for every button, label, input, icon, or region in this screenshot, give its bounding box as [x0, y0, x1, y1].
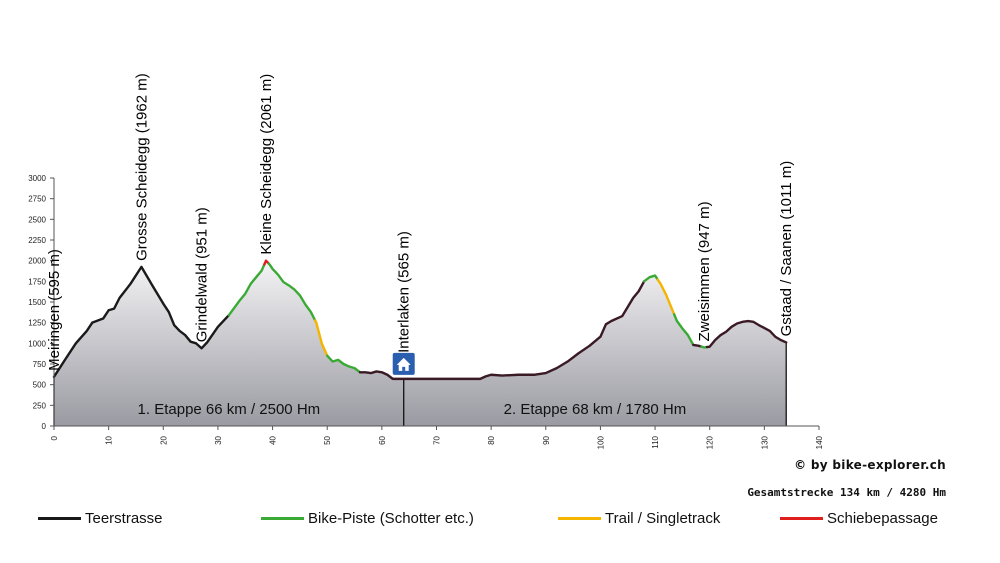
profile-line [52, 259, 788, 426]
y-tick-label: 2500 [28, 215, 46, 224]
y-tick-label: 3000 [28, 174, 46, 183]
segment-push [263, 259, 270, 266]
x-tick-label: 70 [433, 435, 442, 444]
x-tick-label: 60 [378, 435, 387, 444]
legend-item-road: Teerstrasse [38, 507, 163, 529]
y-tick-label: 1750 [28, 277, 46, 286]
x-tick-label: 120 [706, 435, 715, 449]
hotel-marker [392, 352, 415, 375]
legend-label-push: Schiebepassage [827, 509, 938, 527]
segment-road [52, 265, 231, 379]
legend-swatch-push [780, 516, 823, 520]
y-tick-label: 0 [42, 422, 47, 431]
poi-labels: Meiringen (595 m) Grosse Scheidegg (1962 … [46, 73, 795, 371]
x-tick-label: 110 [651, 435, 660, 448]
x-tick-label: 50 [323, 435, 332, 444]
x-tick-label: 140 [815, 435, 824, 449]
hotel-icon-house [396, 357, 411, 371]
profile-fill [54, 260, 787, 426]
legend-label-bike: Bike-Piste (Schotter etc.) [308, 509, 474, 527]
x-tick-label: 100 [596, 435, 605, 449]
y-tick-label: 500 [33, 381, 47, 390]
segment-bike [642, 274, 660, 283]
poi-label: Kleine Scheidegg (2061 m) [258, 74, 275, 255]
y-tick-label: 1000 [28, 339, 46, 348]
total-distance-text: Gesamtstrecke 134 km / 4280 Hm [747, 486, 946, 499]
x-tick-label: 130 [760, 435, 769, 449]
legend-swatch-bike [261, 516, 304, 520]
y-tick-label: 2250 [28, 236, 46, 245]
segment-road [358, 280, 646, 381]
y-tick-label: 750 [33, 360, 47, 369]
poi-label: Zweisimmen (947 m) [696, 201, 713, 341]
legend-item-trail: Trail / Singletrack [558, 507, 720, 529]
axes: 0250500750100012501500175020002250250027… [28, 174, 824, 449]
legend-item-bike: Bike-Piste (Schotter etc.) [261, 507, 474, 529]
hotel-icon-door [402, 366, 406, 371]
segment-bike [672, 313, 695, 347]
stage-label-2: 2. Etappe 68 km / 1780 Hm [504, 401, 687, 418]
poi-label: Grosse Scheidegg (1962 m) [133, 73, 150, 261]
poi-label: Meiringen (595 m) [46, 249, 63, 371]
x-tick-label: 0 [50, 435, 59, 440]
poi-label: Interlaken (565 m) [396, 231, 413, 353]
legend-label-road: Teerstrasse [85, 509, 163, 527]
x-tick-label: 80 [487, 435, 496, 444]
y-tick-label: 1250 [28, 319, 46, 328]
stage-label-1: 1. Etappe 66 km / 2500 Hm [138, 401, 321, 418]
segment-trail [313, 319, 329, 357]
poi-label: Gstaad / Saanen (1011 m) [778, 161, 795, 337]
legend-swatch-road [38, 516, 81, 520]
segment-bike [227, 263, 266, 317]
poi-label: Grindelwald (951 m) [194, 207, 211, 342]
x-tick-label: 90 [542, 435, 551, 444]
legend-swatch-trail [558, 516, 601, 520]
y-tick-label: 1500 [28, 298, 46, 307]
x-tick-label: 10 [105, 435, 114, 444]
stage-labels: 1. Etappe 66 km / 2500 Hm 2. Etappe 68 km… [138, 401, 687, 418]
y-tick-label: 2750 [28, 195, 46, 204]
segment-trail [656, 278, 676, 316]
x-tick-label: 40 [269, 435, 278, 444]
y-tick-label: 250 [33, 401, 47, 410]
segment-bike [326, 354, 362, 374]
segment-bike [267, 262, 317, 322]
hotel-icon [392, 352, 415, 375]
legend: Teerstrasse Bike-Piste (Schotter etc.) T… [0, 507, 1000, 529]
segment-road [705, 319, 788, 349]
copyright-text: © by bike-explorer.ch [794, 458, 946, 472]
legend-item-push: Schiebepassage [780, 507, 938, 529]
legend-label-trail: Trail / Singletrack [605, 509, 721, 527]
y-tick-label: 2000 [28, 257, 46, 266]
x-tick-label: 30 [214, 435, 223, 444]
profile-area [54, 260, 787, 426]
x-tick-label: 20 [159, 435, 168, 444]
